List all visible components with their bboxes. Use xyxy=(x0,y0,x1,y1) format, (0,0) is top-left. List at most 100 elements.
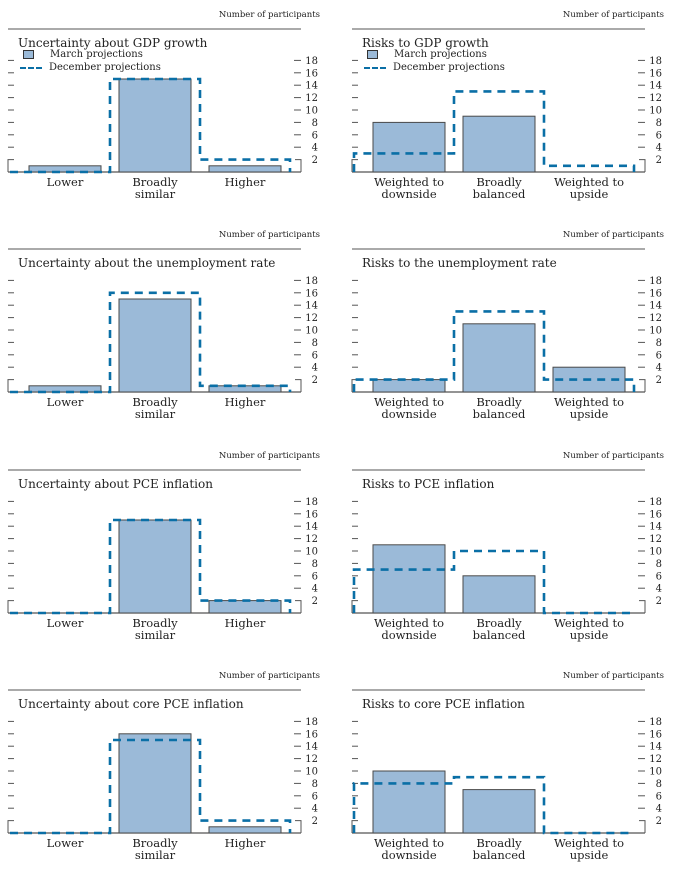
y-tick-label: 2 xyxy=(312,155,318,166)
x-category-label: downside xyxy=(381,187,436,201)
y-tick-label: 8 xyxy=(312,118,318,129)
y-tick-label: 14 xyxy=(305,522,318,533)
chart-title: Uncertainty about the unemployment rate xyxy=(18,256,276,270)
y-tick-label: 18 xyxy=(649,276,662,287)
units-label: Number of participants xyxy=(218,671,320,681)
x-category-label: Weighted to xyxy=(374,175,444,189)
bar-march xyxy=(28,165,102,173)
y-axis-left-frame xyxy=(351,600,358,613)
chart-panel-core-pce-uncertainty: Number of participants Uncertainty about … xyxy=(0,661,337,881)
y-axis-right-frame xyxy=(639,600,646,613)
y-tick-label: 4 xyxy=(656,143,662,154)
units-label: Number of participants xyxy=(218,10,320,20)
legend-item-december: December projections xyxy=(364,61,505,74)
chart-title: Risks to core PCE inflation xyxy=(362,697,525,711)
y-tick-label: 2 xyxy=(312,596,318,607)
y-tick-label: 6 xyxy=(656,571,662,582)
y-tick-label: 6 xyxy=(312,350,318,361)
step-december xyxy=(10,738,292,835)
bar-march xyxy=(462,575,536,614)
y-tick-label: 18 xyxy=(305,276,318,287)
step-december xyxy=(352,775,634,835)
units-label: Number of participants xyxy=(562,671,664,681)
y-tick-label: 16 xyxy=(649,288,662,299)
bar-march xyxy=(372,379,446,393)
y-tick-label: 14 xyxy=(305,742,318,753)
chart-panel-gdp-uncertainty: Number of participants Uncertainty about … xyxy=(0,0,337,220)
x-category-label: downside xyxy=(381,848,436,862)
y-tick-label: 12 xyxy=(649,313,662,324)
x-category-label: Higher xyxy=(225,395,266,409)
y-tick-label: 10 xyxy=(305,106,318,117)
chart-title: Uncertainty about core PCE inflation xyxy=(18,697,244,711)
y-tick-label: 6 xyxy=(656,350,662,361)
legend-dash-december xyxy=(364,66,386,69)
y-tick-label: 10 xyxy=(649,767,662,778)
x-category-label: Lower xyxy=(47,395,84,409)
x-category-label: similar xyxy=(135,628,176,642)
bar-march xyxy=(372,544,446,614)
step-december xyxy=(10,77,292,174)
legend-dash-december xyxy=(20,66,42,69)
chart-title: Uncertainty about GDP growth xyxy=(18,36,208,50)
y-tick-label: 8 xyxy=(656,559,662,570)
y-axis-left-frame xyxy=(7,820,14,833)
x-category-label: Broadly xyxy=(476,836,522,850)
x-category-label: upside xyxy=(570,628,609,642)
y-tick-label: 16 xyxy=(649,729,662,740)
step-december xyxy=(10,291,292,394)
y-tick-label: 12 xyxy=(649,534,662,545)
x-category-label: Broadly xyxy=(476,616,522,630)
x-category-label: Lower xyxy=(47,175,84,189)
y-tick-label: 10 xyxy=(649,326,662,337)
x-category-label: Broadly xyxy=(132,175,178,189)
y-tick-label: 12 xyxy=(649,93,662,104)
y-tick-label: 16 xyxy=(305,68,318,79)
x-category-label: balanced xyxy=(473,848,526,862)
y-tick-label: 2 xyxy=(656,596,662,607)
y-axis-right-frame xyxy=(295,379,302,392)
y-tick-label: 4 xyxy=(312,584,318,595)
bar-march xyxy=(372,121,446,173)
x-category-label: downside xyxy=(381,407,436,421)
y-tick-label: 16 xyxy=(305,509,318,520)
y-tick-label: 8 xyxy=(656,338,662,349)
y-tick-label: 16 xyxy=(649,68,662,79)
y-tick-label: 18 xyxy=(305,56,318,67)
y-tick-label: 16 xyxy=(305,729,318,740)
x-category-label: Weighted to xyxy=(554,175,624,189)
y-tick-label: 10 xyxy=(305,767,318,778)
bar-march xyxy=(208,165,282,173)
x-category-label: Broadly xyxy=(132,616,178,630)
y-tick-label: 14 xyxy=(649,81,662,92)
y-tick-label: 6 xyxy=(656,791,662,802)
chart-panel-pce-risks: Number of participants Risks to PCE infla… xyxy=(344,441,674,661)
chart-title: Risks to PCE inflation xyxy=(362,477,495,491)
y-tick-label: 4 xyxy=(312,363,318,374)
y-tick-label: 12 xyxy=(305,754,318,765)
y-tick-label: 18 xyxy=(649,497,662,508)
x-category-label: Lower xyxy=(47,616,84,630)
x-category-label: Broadly xyxy=(476,175,522,189)
bar-march xyxy=(28,385,102,393)
x-category-label: Lower xyxy=(47,836,84,850)
x-category-label: Broadly xyxy=(132,836,178,850)
x-category-label: Weighted to xyxy=(554,836,624,850)
y-axis-right-frame xyxy=(295,820,302,833)
bar-march xyxy=(372,770,446,834)
chart-panel-core-pce-risks: Number of participants Risks to core PCE … xyxy=(344,661,674,881)
y-tick-label: 16 xyxy=(305,288,318,299)
chart-title: Risks to the unemployment rate xyxy=(362,256,557,270)
x-category-label: Higher xyxy=(225,175,266,189)
y-tick-label: 8 xyxy=(656,779,662,790)
chart-panel-unemployment-uncertainty: Number of participants Uncertainty about … xyxy=(0,220,337,440)
y-axis-right-frame xyxy=(639,820,646,833)
bar-march xyxy=(118,298,192,393)
x-category-label: upside xyxy=(570,407,609,421)
y-tick-label: 6 xyxy=(312,791,318,802)
chart-panel-unemployment-risks: Number of participants Risks to the unemp… xyxy=(344,220,674,440)
x-category-label: similar xyxy=(135,848,176,862)
